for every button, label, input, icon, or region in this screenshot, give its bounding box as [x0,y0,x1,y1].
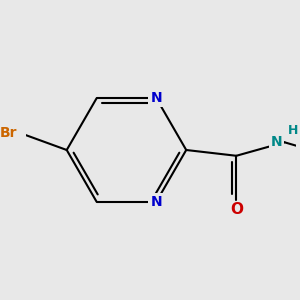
Text: Br: Br [0,126,18,140]
Text: N: N [271,135,283,149]
Text: N: N [151,195,162,209]
Text: H: H [288,124,298,137]
Text: O: O [230,202,243,217]
Text: N: N [151,91,162,105]
